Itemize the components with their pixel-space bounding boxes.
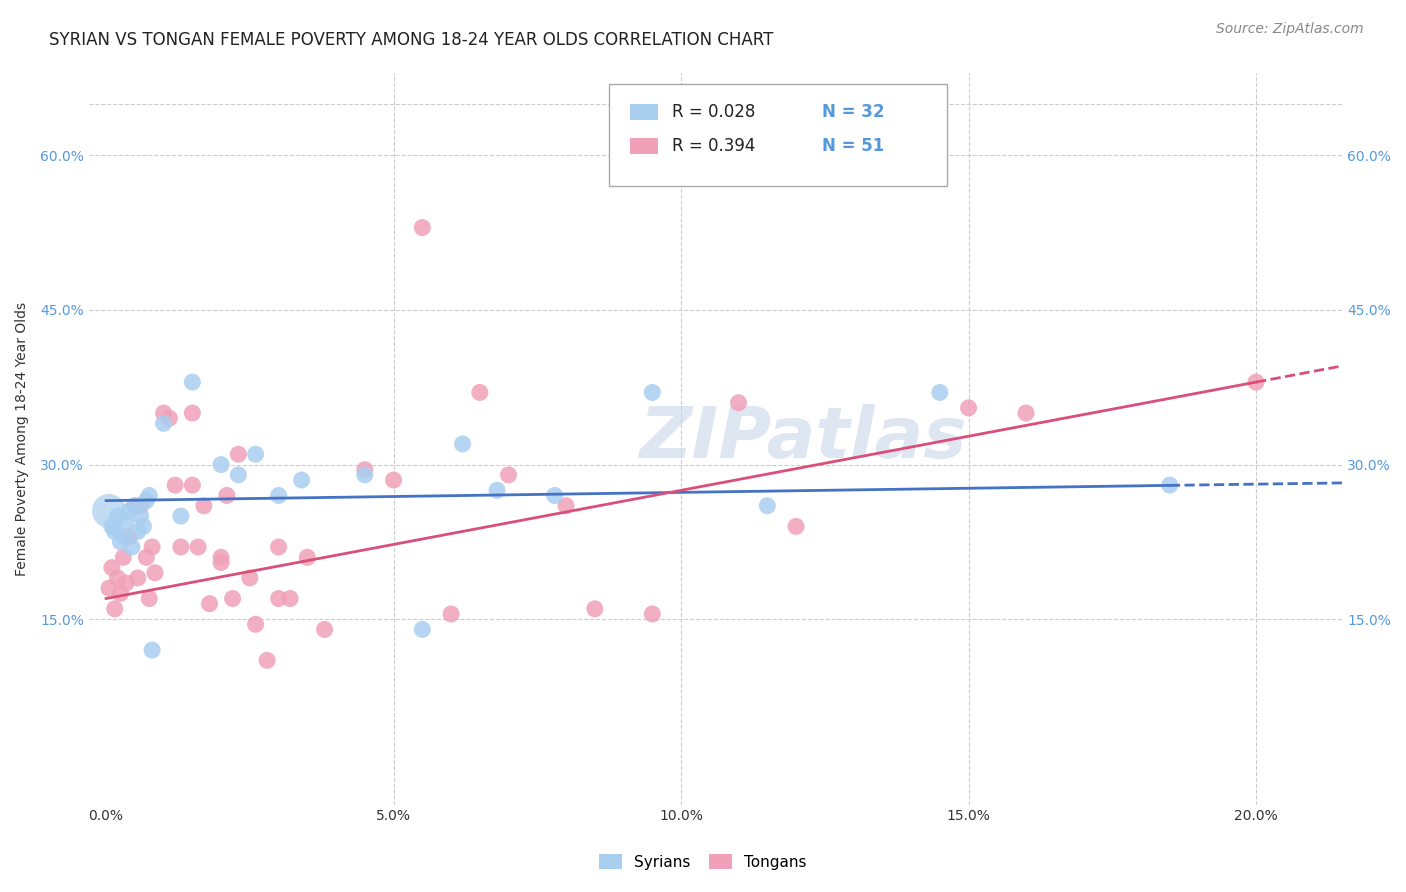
Point bbox=[135, 493, 157, 508]
Point bbox=[98, 581, 121, 595]
Point bbox=[498, 467, 520, 482]
Point bbox=[170, 540, 193, 554]
Point bbox=[118, 530, 141, 544]
Point bbox=[181, 406, 204, 420]
Point bbox=[152, 417, 174, 431]
Point bbox=[543, 488, 565, 502]
Point bbox=[141, 643, 163, 657]
Point bbox=[353, 467, 375, 482]
Point bbox=[1159, 478, 1181, 492]
FancyBboxPatch shape bbox=[630, 138, 658, 154]
Point bbox=[209, 458, 232, 472]
Point bbox=[124, 499, 146, 513]
Point bbox=[353, 463, 375, 477]
Point bbox=[221, 591, 243, 606]
Point bbox=[209, 556, 232, 570]
Point bbox=[440, 607, 463, 621]
Point bbox=[928, 385, 950, 400]
Point bbox=[451, 437, 474, 451]
Point bbox=[112, 550, 135, 565]
Point bbox=[267, 540, 290, 554]
Point bbox=[107, 509, 129, 524]
FancyBboxPatch shape bbox=[609, 84, 948, 186]
Point bbox=[256, 653, 278, 667]
Point bbox=[228, 467, 250, 482]
Text: N = 51: N = 51 bbox=[823, 137, 884, 155]
Point bbox=[785, 519, 807, 533]
Text: N = 32: N = 32 bbox=[823, 103, 884, 120]
Point bbox=[957, 401, 980, 415]
Point bbox=[127, 571, 149, 585]
Point bbox=[468, 385, 491, 400]
Point bbox=[411, 220, 433, 235]
Point bbox=[486, 483, 509, 498]
Text: SYRIAN VS TONGAN FEMALE POVERTY AMONG 18-24 YEAR OLDS CORRELATION CHART: SYRIAN VS TONGAN FEMALE POVERTY AMONG 18… bbox=[49, 31, 773, 49]
Point bbox=[583, 602, 606, 616]
Text: R = 0.394: R = 0.394 bbox=[672, 137, 755, 155]
Y-axis label: Female Poverty Among 18-24 Year Olds: Female Poverty Among 18-24 Year Olds bbox=[15, 301, 30, 576]
Point bbox=[278, 591, 301, 606]
Point bbox=[138, 488, 160, 502]
Point bbox=[209, 550, 232, 565]
Point bbox=[165, 478, 187, 492]
Point bbox=[115, 514, 138, 528]
Point bbox=[110, 586, 132, 600]
Text: R = 0.028: R = 0.028 bbox=[672, 103, 755, 120]
Point bbox=[129, 509, 152, 524]
Text: ZIPatlas: ZIPatlas bbox=[640, 404, 967, 474]
Point bbox=[239, 571, 262, 585]
Point bbox=[129, 499, 152, 513]
Point bbox=[187, 540, 209, 554]
Point bbox=[641, 607, 664, 621]
Point bbox=[101, 519, 124, 533]
Point bbox=[143, 566, 166, 580]
Point bbox=[118, 504, 141, 518]
Text: Source: ZipAtlas.com: Source: ZipAtlas.com bbox=[1216, 22, 1364, 37]
Point bbox=[228, 447, 250, 461]
Point bbox=[267, 488, 290, 502]
Point bbox=[110, 534, 132, 549]
Point bbox=[245, 617, 267, 632]
Point bbox=[132, 519, 155, 533]
Point bbox=[727, 395, 749, 409]
Point bbox=[382, 473, 405, 487]
Point bbox=[104, 602, 127, 616]
Point bbox=[121, 540, 143, 554]
Point bbox=[112, 530, 135, 544]
Point bbox=[245, 447, 267, 461]
Point bbox=[170, 509, 193, 524]
Point bbox=[115, 576, 138, 591]
Point bbox=[641, 385, 664, 400]
Point bbox=[98, 504, 121, 518]
Point bbox=[152, 406, 174, 420]
Point bbox=[215, 488, 238, 502]
Point bbox=[101, 560, 124, 574]
Point bbox=[127, 524, 149, 539]
Point bbox=[107, 571, 129, 585]
Point bbox=[138, 591, 160, 606]
Point bbox=[555, 499, 578, 513]
Point bbox=[135, 550, 157, 565]
Point bbox=[141, 540, 163, 554]
Point bbox=[267, 591, 290, 606]
Point bbox=[181, 375, 204, 389]
Point bbox=[124, 499, 146, 513]
Point bbox=[104, 524, 127, 539]
Point bbox=[1244, 375, 1267, 389]
Point bbox=[314, 623, 336, 637]
Legend: Syrians, Tongans: Syrians, Tongans bbox=[592, 846, 814, 877]
Point bbox=[181, 478, 204, 492]
Point bbox=[193, 499, 215, 513]
Point bbox=[198, 597, 221, 611]
Point bbox=[157, 411, 180, 425]
Point bbox=[411, 623, 433, 637]
Point bbox=[1015, 406, 1038, 420]
Point bbox=[290, 473, 312, 487]
Point bbox=[297, 550, 319, 565]
Point bbox=[756, 499, 779, 513]
FancyBboxPatch shape bbox=[630, 103, 658, 120]
